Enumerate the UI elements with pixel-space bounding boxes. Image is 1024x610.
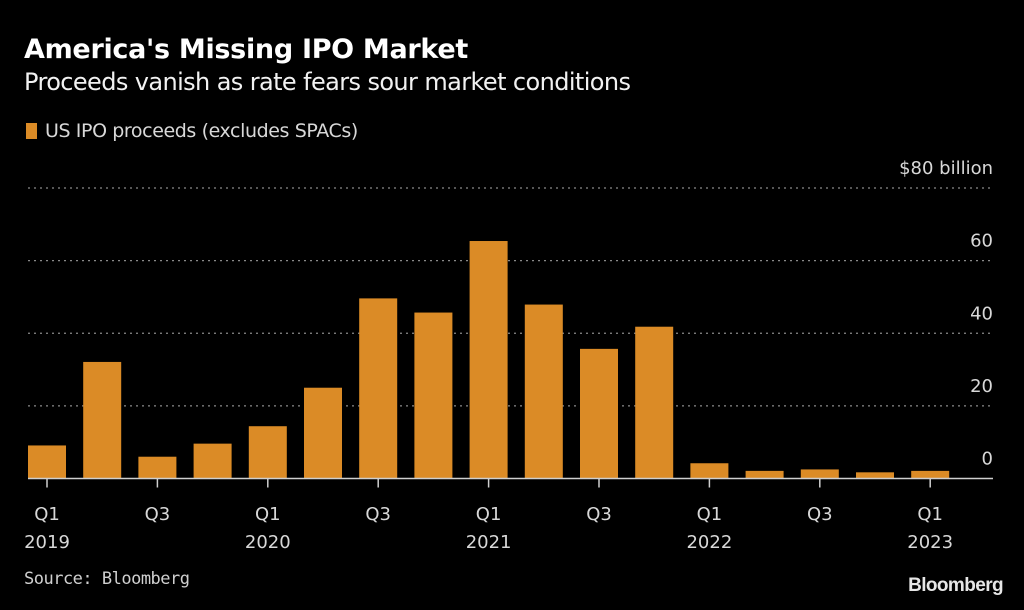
bar (248, 426, 287, 479)
bar (414, 312, 453, 479)
x-axis (28, 477, 993, 488)
bar (469, 241, 508, 479)
bar (690, 463, 729, 479)
bar (304, 387, 342, 479)
y-tick-label: 20 (970, 376, 993, 397)
bloomberg-logo: Bloomberg (908, 575, 1003, 596)
bar (745, 470, 784, 479)
bar (635, 326, 674, 479)
bar (800, 469, 839, 479)
x-tick-quarter-label: Q3 (365, 504, 391, 525)
gridlines (28, 187, 993, 407)
legend: US IPO proceeds (excludes SPACs) (26, 120, 358, 142)
bar (83, 361, 122, 479)
bar (28, 445, 66, 479)
x-tick-quarter-label: Q1 (34, 504, 60, 525)
x-tick-quarter-label: Q3 (145, 504, 171, 525)
y-axis-labels: 0 20 40 60 $80 billion (899, 158, 993, 470)
y-tick-label: $80 billion (899, 158, 993, 179)
bars (28, 241, 950, 479)
y-tick-label: 40 (970, 303, 993, 324)
x-tick-quarter-label: Q3 (586, 504, 612, 525)
x-tick-quarter-label: Q3 (807, 504, 833, 525)
x-tick-quarter-label: Q1 (255, 504, 281, 525)
bar (911, 470, 950, 479)
chart-subtitle: Proceeds vanish as rate fears sour marke… (24, 68, 631, 96)
legend-swatch (26, 123, 37, 139)
source-note: Source: Bloomberg (24, 569, 190, 589)
y-tick-label: 60 (970, 231, 993, 252)
x-tick-year-label: 2021 (466, 532, 512, 553)
x-tick-quarter-label: Q1 (697, 504, 723, 525)
x-tick-quarter-label: Q1 (917, 504, 943, 525)
chart-title: America's Missing IPO Market (24, 34, 468, 65)
x-axis-labels: Q1 2019 Q3 Q1 2020 Q3 Q1 2021 Q3 Q1 2022 Q3 Q1 2023 (24, 504, 953, 553)
x-tick-year-label: 2023 (907, 532, 953, 553)
bar (580, 348, 618, 479)
bar (138, 456, 177, 479)
x-tick-year-label: 2019 (24, 532, 70, 553)
y-tick-label: 0 (982, 449, 993, 470)
bar (359, 298, 398, 479)
x-tick-year-label: 2020 (245, 532, 291, 553)
bar (524, 304, 563, 479)
x-tick-quarter-label: Q1 (476, 504, 502, 525)
x-tick-year-label: 2022 (686, 532, 732, 553)
bar (193, 443, 232, 479)
legend-label: US IPO proceeds (excludes SPACs) (45, 120, 358, 142)
bar (856, 472, 894, 479)
